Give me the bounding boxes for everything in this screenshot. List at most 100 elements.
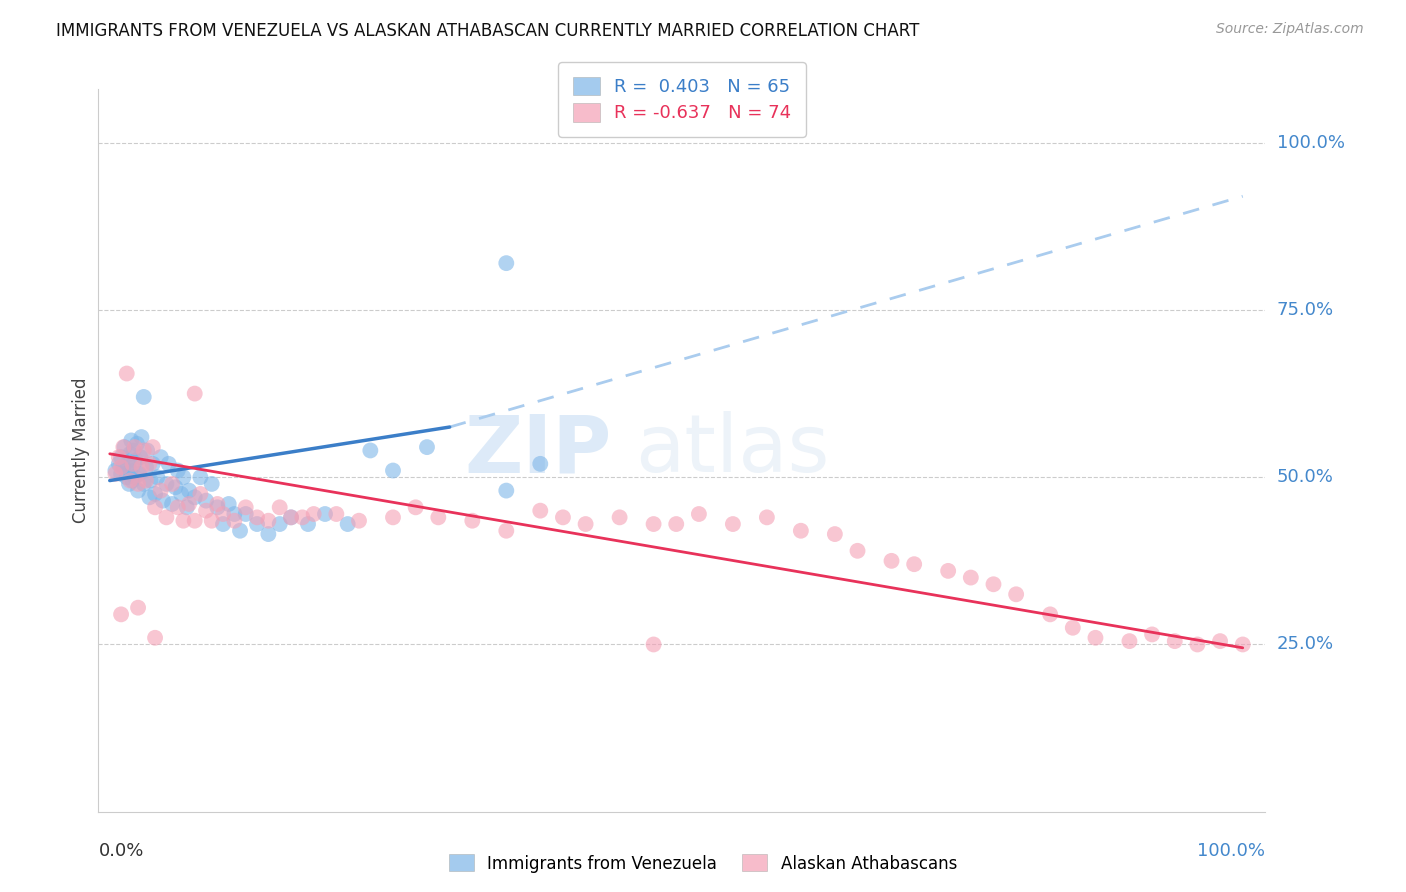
Point <box>297 517 319 532</box>
Point <box>155 476 177 491</box>
Point <box>125 453 148 467</box>
Point <box>149 450 172 465</box>
Point <box>1232 637 1254 651</box>
Point <box>280 510 302 524</box>
Text: 50.0%: 50.0% <box>1277 468 1333 486</box>
Point <box>115 470 138 484</box>
Point <box>139 474 162 488</box>
Point <box>118 476 141 491</box>
Point <box>1062 621 1084 635</box>
Point <box>166 464 188 478</box>
Point <box>1187 637 1209 651</box>
Point <box>127 600 149 615</box>
Point <box>176 500 198 515</box>
Point <box>575 517 598 532</box>
Point <box>135 460 157 475</box>
Point <box>190 470 212 484</box>
Point <box>183 514 205 528</box>
Point <box>122 443 145 458</box>
Point <box>195 493 218 508</box>
Point <box>755 510 778 524</box>
Point <box>983 577 1005 591</box>
Point <box>609 510 631 524</box>
Point <box>127 476 149 491</box>
Text: 100.0%: 100.0% <box>1198 842 1265 860</box>
Point <box>112 460 135 475</box>
Point <box>495 483 517 498</box>
Point <box>382 464 405 478</box>
Point <box>172 514 194 528</box>
Point <box>143 631 166 645</box>
Point <box>142 457 165 471</box>
Point <box>959 571 981 585</box>
Legend: Immigrants from Venezuela, Alaskan Athabascans: Immigrants from Venezuela, Alaskan Athab… <box>443 847 963 880</box>
Point <box>121 457 143 471</box>
Point <box>280 510 302 524</box>
Point <box>124 440 146 454</box>
Point <box>155 510 177 524</box>
Point <box>1039 607 1062 622</box>
Point <box>110 450 132 465</box>
Point <box>336 517 359 532</box>
Point <box>143 487 166 501</box>
Point <box>382 510 405 524</box>
Point <box>246 517 269 532</box>
Point <box>117 457 139 471</box>
Point <box>461 514 484 528</box>
Point <box>224 507 246 521</box>
Point <box>495 256 517 270</box>
Point <box>104 464 127 478</box>
Point <box>665 517 688 532</box>
Point <box>229 524 252 538</box>
Point <box>112 440 135 454</box>
Text: atlas: atlas <box>636 411 830 490</box>
Y-axis label: Currently Married: Currently Married <box>72 377 90 524</box>
Point <box>121 474 143 488</box>
Point <box>325 507 347 521</box>
Point <box>903 557 925 572</box>
Point <box>142 440 165 454</box>
Legend: R =  0.403   N = 65, R = -0.637   N = 74: R = 0.403 N = 65, R = -0.637 N = 74 <box>558 62 806 136</box>
Point <box>207 500 229 515</box>
Point <box>115 367 138 381</box>
Point <box>1005 587 1028 601</box>
Point <box>235 507 257 521</box>
Point <box>172 470 194 484</box>
Point <box>643 517 665 532</box>
Point <box>120 474 142 488</box>
Point <box>183 386 205 401</box>
Point <box>212 507 235 521</box>
Point <box>160 476 183 491</box>
Point <box>551 510 574 524</box>
Point <box>846 543 869 558</box>
Point <box>177 497 200 511</box>
Point <box>269 517 291 532</box>
Point <box>110 607 132 622</box>
Point <box>136 443 159 458</box>
Point <box>195 503 218 517</box>
Point <box>149 483 172 498</box>
Point <box>160 497 183 511</box>
Point <box>110 460 132 475</box>
Point <box>201 476 224 491</box>
Point <box>790 524 813 538</box>
Text: 0.0%: 0.0% <box>98 842 143 860</box>
Point <box>121 460 143 475</box>
Point <box>125 436 148 450</box>
Point <box>224 514 246 528</box>
Point <box>152 493 174 508</box>
Point <box>114 440 136 454</box>
Point <box>120 464 142 478</box>
Point <box>146 470 169 484</box>
Point <box>416 440 439 454</box>
Point <box>721 517 744 532</box>
Point <box>143 500 166 515</box>
Point <box>132 443 155 458</box>
Point <box>257 527 280 541</box>
Point <box>132 476 155 491</box>
Point <box>110 467 132 481</box>
Point <box>177 483 200 498</box>
Point <box>135 474 157 488</box>
Point <box>936 564 959 578</box>
Point <box>201 514 224 528</box>
